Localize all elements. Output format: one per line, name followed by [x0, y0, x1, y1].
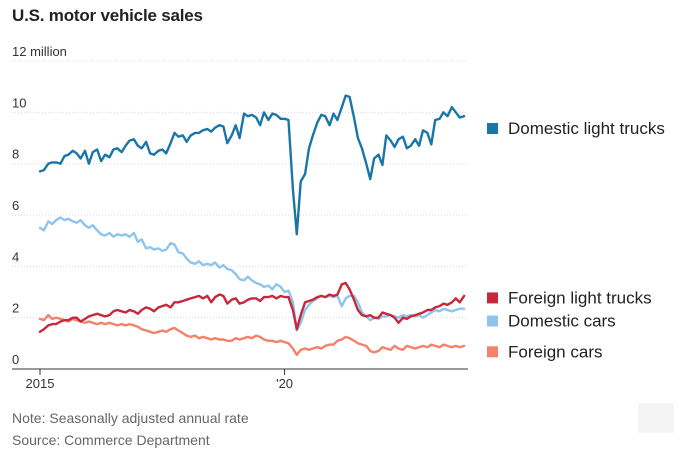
legend: Domestic light trucks Foreign light truck… [487, 119, 665, 361]
y-tick-label-6: 12 million [12, 44, 67, 59]
y-tick-label-0: 0 [12, 352, 19, 367]
x-tick-label-0: 2015 [26, 376, 55, 391]
y-axis-ticks: 0 2 4 6 8 10 12 million [12, 44, 67, 367]
series-lines [38, 94, 466, 357]
x-axis: 2015 '20 [12, 368, 468, 391]
series-line-domestic-light-trucks [38, 94, 466, 236]
legend-label-foreign-cars: Foreign cars [508, 342, 602, 361]
legend-swatch-foreign-light-trucks [487, 292, 498, 304]
legend-swatch-domestic-light-trucks [487, 123, 498, 135]
y-tick-label-4: 8 [12, 147, 19, 162]
legend-label-domestic-light-trucks: Domestic light trucks [508, 119, 665, 138]
series-line-foreign-light-trucks [38, 281, 466, 333]
y-tick-label-2: 4 [12, 249, 19, 264]
scroll-top-button[interactable] [638, 403, 674, 433]
x-tick-label-1: '20 [276, 376, 293, 391]
legend-label-foreign-light-trucks: Foreign light trucks [508, 288, 652, 307]
series-line-foreign-cars [38, 313, 466, 357]
series-line-domestic-cars [38, 216, 466, 332]
chart-source: Source: Commerce Department [12, 432, 210, 448]
y-tick-label-1: 2 [12, 301, 19, 316]
y-tick-label-5: 10 [12, 95, 26, 110]
chart-note: Note: Seasonally adjusted annual rate [12, 410, 249, 426]
chart-title: U.S. motor vehicle sales [12, 6, 203, 25]
y-tick-label-3: 6 [12, 198, 19, 213]
legend-swatch-foreign-cars [487, 346, 498, 358]
legend-label-domestic-cars: Domestic cars [508, 312, 616, 331]
legend-swatch-domestic-cars [487, 315, 498, 327]
